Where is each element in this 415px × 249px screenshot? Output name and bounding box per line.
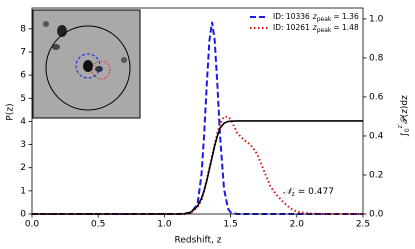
y2-tick-label: 0.2	[369, 170, 383, 180]
y-tick-label: 4	[20, 117, 26, 127]
y2-tick-label: 0.4	[369, 131, 384, 141]
annotation-symbol: 𝒩	[283, 187, 295, 197]
legend-name: ID: 10261	[273, 23, 310, 32]
legend-peak-sub: peak	[317, 27, 332, 34]
legend-label: ID: 10336 zpeak = 1.36	[273, 12, 359, 23]
y-tick-label: 3	[20, 140, 26, 150]
y2-tick-label: 1.0	[369, 14, 384, 24]
y-tick-label: 2	[20, 163, 26, 173]
plot-frame	[31, 7, 364, 215]
y2-tick-label: 0.6	[369, 92, 384, 102]
x-tick-label: 0.0	[25, 220, 40, 230]
series-line	[32, 120, 363, 215]
y-tick-label: 7	[20, 47, 26, 57]
x-tick-label: 2.0	[290, 220, 305, 230]
y2-axis-label: ∫0z′𝒫(z)dz	[397, 95, 411, 137]
integral: ∫	[400, 132, 410, 137]
annotation-sub: z	[292, 191, 295, 198]
legend-peak-sub: peak	[317, 16, 332, 23]
integrand: 𝒫(z)dz	[400, 95, 410, 124]
y-tick-label: 6	[20, 71, 26, 81]
y2-tick-label: 0.8	[369, 53, 384, 63]
x-tick-label: 1.0	[157, 220, 172, 230]
x-tick-label: 0.5	[91, 220, 105, 230]
y-tick-label: 8	[20, 24, 26, 34]
y-tick-label: 1	[20, 186, 26, 196]
legend-peak-symbol: z	[312, 12, 318, 21]
legend-peak-text: = 1.48	[333, 23, 359, 32]
y2-tick-label: 0.0	[369, 210, 384, 220]
inset-image	[32, 9, 141, 119]
annotation-text: = 0.477	[298, 187, 334, 197]
x-tick-label: 1.5	[223, 220, 237, 230]
upper: z′	[397, 123, 404, 128]
legend-name: ID: 10336	[273, 12, 310, 21]
lower: 0	[404, 128, 411, 132]
y-tick-label: 5	[20, 94, 26, 104]
legend-label: ID: 10261 zpeak = 1.48	[273, 23, 359, 34]
y-tick-label: 0	[20, 210, 26, 220]
x-axis-label: Redshift, z	[175, 236, 222, 246]
annotation: 𝒩z = 0.477	[283, 187, 334, 198]
legend-peak-text: = 1.36	[333, 12, 359, 21]
x-tick-label: 2.5	[356, 220, 370, 230]
legend-peak-symbol: z	[312, 23, 318, 32]
y-axis-label: P(z)	[6, 103, 16, 120]
